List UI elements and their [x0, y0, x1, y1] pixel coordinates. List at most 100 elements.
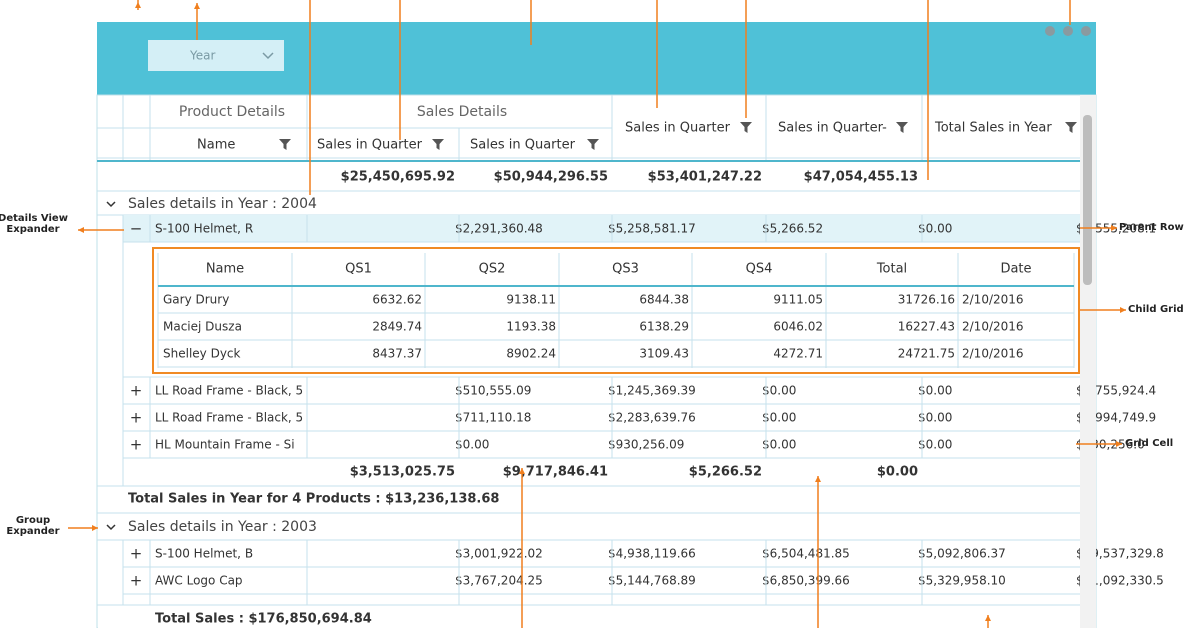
column-header: Sales in Quarter [625, 121, 731, 136]
row-expander[interactable]: + [130, 382, 143, 400]
group-summary-value: $3,513,025.75 [350, 465, 455, 480]
filter-icon[interactable] [740, 122, 752, 133]
dropdown-arrow [262, 52, 274, 60]
window-dot[interactable] [1063, 26, 1073, 36]
row-expander[interactable]: + [130, 436, 143, 454]
child-column-header: QS4 [746, 262, 773, 277]
annotation: Grid Cell [1125, 438, 1174, 449]
cell-text: $2,283,639.76 [608, 411, 696, 425]
footer [98, 605, 1080, 628]
row-expander[interactable]: + [130, 545, 143, 563]
dropdown-label: Year [189, 49, 215, 63]
child-cell: 2/10/2016 [962, 293, 1024, 307]
group-summary-value: $5,266.52 [689, 465, 762, 480]
child-cell: 16227.43 [898, 320, 955, 334]
row-expander[interactable]: + [130, 572, 143, 590]
group-caption: Sales details in Year : 2004 [128, 196, 317, 212]
group-caption: Sales details in Year : 2003 [128, 519, 317, 535]
cell-text: $4,938,119.66 [608, 547, 696, 561]
annotation-arrow [815, 476, 821, 482]
group-expander[interactable] [106, 201, 116, 208]
child-cell: 3109.43 [639, 347, 689, 361]
cell-text: $5,329,958.10 [918, 574, 1006, 588]
child-cell: 8437.37 [372, 347, 422, 361]
column-header: Sales in Quarter [470, 138, 576, 153]
cell-text: $3,767,204.25 [455, 574, 543, 588]
annotation-arrow [1120, 307, 1126, 313]
child-cell: 2/10/2016 [962, 347, 1024, 361]
annotation-arrow [1111, 225, 1117, 231]
child-column-header: Total [876, 262, 907, 277]
window-dot[interactable] [1045, 26, 1055, 36]
child-column-header: QS1 [345, 262, 372, 277]
cell-text: LL Road Frame - Black, 5 [155, 411, 303, 425]
annotation-arrow [78, 227, 84, 233]
parent-row [123, 215, 1080, 242]
group-summary-value: $9,717,846.41 [503, 465, 608, 480]
child-column-header: QS3 [612, 262, 639, 277]
filter-icon[interactable] [279, 139, 291, 150]
cell-text: $3,001,922.02 [455, 547, 543, 561]
filter-icon[interactable] [896, 122, 908, 133]
cell-text: $0.00 [918, 384, 952, 398]
row-expander[interactable]: − [130, 220, 143, 238]
cell-text: $5,144,768.89 [608, 574, 696, 588]
cell-text: LL Road Frame - Black, 5 [155, 384, 303, 398]
child-cell: 2/10/2016 [962, 320, 1024, 334]
cell-text: $2,994,749.9 [1076, 411, 1156, 425]
child-cell: 9111.05 [773, 293, 823, 307]
cell-text: $1,755,924.4 [1076, 384, 1156, 398]
child-cell: Shelley Dyck [163, 347, 241, 361]
filter-icon[interactable] [587, 139, 599, 150]
cell-text: $21,092,330.5 [1076, 574, 1164, 588]
child-cell: 1193.38 [506, 320, 556, 334]
child-cell: 9138.11 [506, 293, 556, 307]
window-dot[interactable] [1081, 26, 1091, 36]
cell-text: $0.00 [918, 411, 952, 425]
row-expander[interactable]: + [130, 409, 143, 427]
column-group-header: Sales Details [417, 104, 507, 120]
summary-value: $53,401,247.22 [648, 170, 762, 185]
filter-icon[interactable] [432, 139, 444, 150]
column-header: Name [197, 138, 235, 153]
cell-text: $930,256.09 [608, 438, 684, 452]
column-group-header: Product Details [179, 104, 285, 120]
child-cell: 4272.71 [773, 347, 823, 361]
cell-text: S-100 Helmet, B [155, 547, 253, 561]
cell-text: $19,537,329.8 [1076, 547, 1164, 561]
scroll-thumb[interactable] [1083, 115, 1092, 285]
cell-text: $510,555.09 [455, 384, 531, 398]
annotation-arrow [135, 2, 141, 8]
annotation: Group Expander [6, 515, 60, 537]
annotation: Child Grid [1128, 304, 1184, 315]
cell-text: $6,850,399.66 [762, 574, 850, 588]
group-summary-value: $0.00 [877, 465, 918, 480]
child-column-header: Name [206, 262, 244, 277]
cell-text: $711,110.18 [455, 411, 531, 425]
filter-icon[interactable] [1065, 122, 1077, 133]
annotation-arrow [1116, 441, 1122, 447]
cell-text: $0.00 [455, 438, 489, 452]
cell-text: $0.00 [762, 438, 796, 452]
summary-value: $50,944,296.55 [494, 170, 608, 185]
child-cell: 6046.02 [773, 320, 823, 334]
child-cell: 8902.24 [506, 347, 556, 361]
column-header: Total Sales in Year [934, 121, 1052, 136]
annotation-arrow [519, 468, 525, 474]
annotation: Details View Expander [0, 213, 68, 235]
summary-value: $25,450,695.92 [341, 170, 455, 185]
cell-text: $0.00 [762, 384, 796, 398]
child-cell: 6138.29 [639, 320, 689, 334]
dropdown[interactable] [148, 40, 284, 71]
cell-text: $0.00 [762, 411, 796, 425]
cell-text: $6,504,481.85 [762, 547, 850, 561]
child-column-header: QS2 [479, 262, 506, 277]
annotation-arrow [985, 615, 991, 621]
group-expander[interactable] [106, 524, 116, 531]
child-cell: 2849.74 [372, 320, 422, 334]
group-total: Total Sales in Year for 4 Products : $13… [128, 492, 499, 507]
child-cell: Gary Drury [163, 293, 229, 307]
cell-text: AWC Logo Cap [155, 574, 243, 588]
annotation-arrow [92, 525, 98, 531]
